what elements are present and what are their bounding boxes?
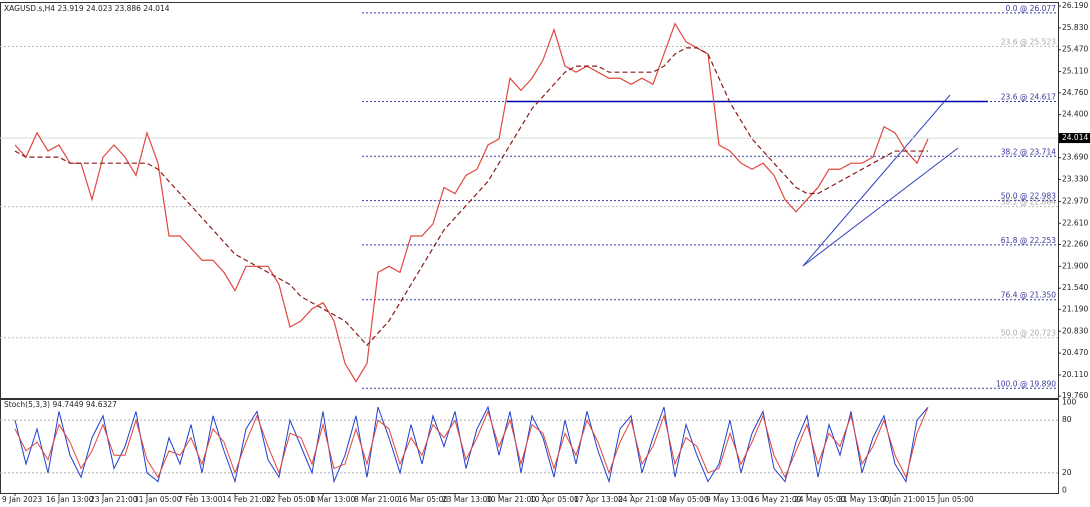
current-price-box bbox=[1059, 133, 1090, 144]
fib-label: 61.8 @ 22.253 bbox=[1001, 236, 1056, 245]
fib-label-faint: 38.2 @ 22.884 bbox=[1001, 198, 1056, 207]
x-tick-label: 24 Apr 21:00 bbox=[618, 495, 667, 504]
y-tick-label: 24.760 bbox=[1062, 88, 1088, 97]
x-tick-label: 7 Feb 13:00 bbox=[178, 495, 223, 504]
y-tick-label: 25.830 bbox=[1062, 23, 1088, 32]
current-price-label: 24.014 bbox=[1062, 133, 1088, 142]
chart-title: XAGUSD.s,H4 23.919 24.023 23.886 24.014 bbox=[4, 4, 170, 13]
x-tick-label: 24 May 05:00 bbox=[794, 495, 846, 504]
x-tick-label: 23 Mar 13:00 bbox=[442, 495, 492, 504]
stoch-tick-label: 20 bbox=[1062, 468, 1072, 477]
x-tick-label: 15 Jun 05:00 bbox=[926, 495, 974, 504]
x-tick-label: 16 Jan 13:00 bbox=[46, 495, 94, 504]
x-tick-label: 16 May 21:00 bbox=[750, 495, 802, 504]
stoch-tick-label: 0 bbox=[1062, 485, 1067, 494]
x-tick-label: 31 May 13:00 bbox=[838, 495, 890, 504]
y-tick-label: 23.690 bbox=[1062, 153, 1088, 162]
y-tick-label: 20.110 bbox=[1062, 370, 1088, 379]
series-line bbox=[14, 407, 929, 479]
fib-label: 76.4 @ 21.350 bbox=[1001, 291, 1056, 300]
x-tick-label: 31 Jan 05:00 bbox=[134, 495, 182, 504]
x-tick-label: 17 Apr 13:00 bbox=[574, 495, 623, 504]
y-tick-label: 21.190 bbox=[1062, 304, 1088, 313]
x-tick-label: 16 Mar 05:00 bbox=[398, 495, 448, 504]
x-tick-label: 9 Jan 2023 bbox=[2, 495, 42, 504]
y-tick-label: 24.400 bbox=[1062, 110, 1088, 119]
fib-label: 38.2 @ 23.714 bbox=[1001, 147, 1056, 156]
stoch-title: Stoch(5,3,3) 94.7449 94.6327 bbox=[4, 400, 117, 409]
fib-label: 23.6 @ 24.617 bbox=[1001, 92, 1056, 101]
x-tick-label: 14 Feb 21:00 bbox=[222, 495, 271, 504]
y-tick-label: 20.830 bbox=[1062, 326, 1088, 335]
y-tick-label: 19.760 bbox=[1062, 391, 1088, 400]
fib-label-faint: 23.6 @ 25.523 bbox=[1001, 38, 1056, 47]
y-tick-label: 25.470 bbox=[1062, 45, 1088, 54]
x-tick-label: 23 Jan 21:00 bbox=[90, 495, 138, 504]
y-tick-label: 26.190 bbox=[1062, 1, 1088, 10]
x-tick-label: 30 Mar 21:00 bbox=[486, 495, 536, 504]
y-tick-label: 25.110 bbox=[1062, 67, 1088, 76]
stoch-panel bbox=[0, 399, 1059, 494]
x-tick-label: 9 May 13:00 bbox=[706, 495, 753, 504]
series-line bbox=[14, 47, 928, 347]
y-tick-label: 22.610 bbox=[1062, 218, 1088, 227]
series-line bbox=[14, 22, 929, 383]
y-tick-label: 22.970 bbox=[1062, 196, 1088, 205]
fib-label: 100.0 @ 19.890 bbox=[996, 379, 1056, 388]
main-panel bbox=[0, 2, 1059, 399]
fib-label-faint: 50.0 @ 20.723 bbox=[1001, 329, 1056, 338]
stoch-tick-label: 80 bbox=[1062, 415, 1072, 424]
y-tick-label: 21.540 bbox=[1062, 283, 1088, 292]
stoch-tick-label: 100 bbox=[1062, 398, 1077, 407]
x-tick-label: 7 Jun 21:00 bbox=[882, 495, 925, 504]
x-tick-label: 1 Mar 13:00 bbox=[310, 495, 356, 504]
fib-label: 0.0 @ 26.077 bbox=[1006, 4, 1057, 13]
x-tick-label: 8 Mar 21:00 bbox=[354, 495, 400, 504]
y-tick-label: 21.900 bbox=[1062, 261, 1088, 270]
x-tick-label: 10 Apr 05:00 bbox=[530, 495, 579, 504]
channel-upper bbox=[802, 94, 951, 267]
y-tick-label: 22.260 bbox=[1062, 239, 1088, 248]
x-tick-label: 22 Feb 05:00 bbox=[266, 495, 315, 504]
fib-label: 50.0 @ 22.983 bbox=[1001, 192, 1056, 201]
x-tick-label: 2 May 05:00 bbox=[662, 495, 709, 504]
y-tick-label: 23.330 bbox=[1062, 175, 1088, 184]
y-tick-label: 20.470 bbox=[1062, 348, 1088, 357]
